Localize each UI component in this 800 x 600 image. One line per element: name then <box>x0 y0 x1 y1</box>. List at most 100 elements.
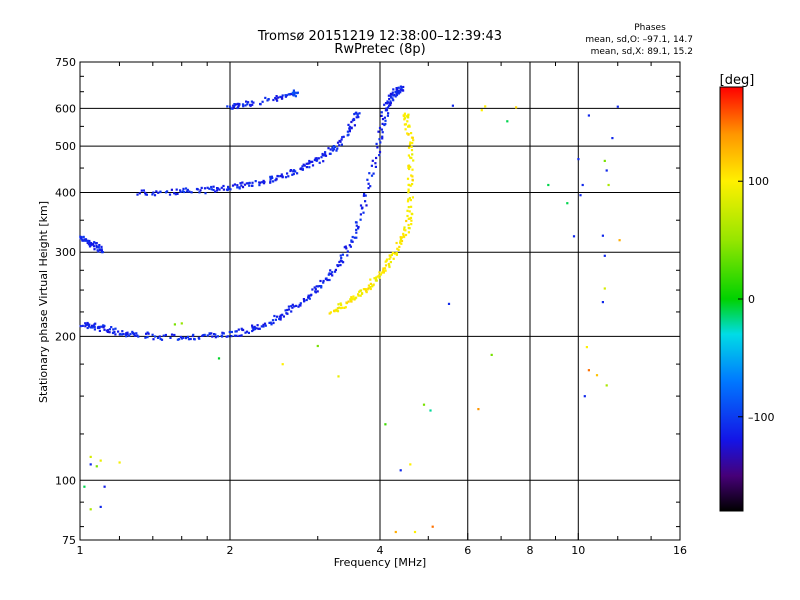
data-point <box>384 269 387 272</box>
data-point <box>238 103 241 106</box>
colorbar-label: [deg] <box>720 73 755 88</box>
chart-subtitle: RwPretec (8p) <box>334 42 425 57</box>
data-point <box>151 333 154 336</box>
stats-heading: Phases <box>634 23 666 33</box>
data-point <box>251 181 254 184</box>
y-tick-label: 600 <box>55 102 76 115</box>
data-point <box>384 122 387 126</box>
data-point <box>270 323 273 326</box>
data-point <box>252 101 255 104</box>
data-point <box>410 145 413 148</box>
data-point <box>182 187 185 190</box>
data-point <box>358 112 361 115</box>
data-point <box>342 135 345 138</box>
data-point <box>254 180 257 183</box>
data-point <box>236 184 239 187</box>
data-point <box>114 333 117 336</box>
data-point <box>190 191 193 194</box>
data-point <box>587 114 590 117</box>
data-point <box>324 154 328 157</box>
data-point <box>339 259 342 262</box>
data-point <box>315 285 318 288</box>
data-point <box>275 315 279 318</box>
data-point <box>296 91 299 94</box>
data-point <box>86 241 89 244</box>
data-point <box>144 193 147 196</box>
data-point <box>579 194 582 197</box>
data-point <box>281 94 284 97</box>
data-point <box>155 190 158 193</box>
data-point <box>381 122 384 125</box>
data-point <box>359 218 362 221</box>
data-point <box>261 181 264 184</box>
data-point <box>412 139 415 142</box>
data-point <box>81 239 84 242</box>
data-point <box>339 302 342 305</box>
data-point <box>159 190 162 194</box>
data-point <box>79 325 82 328</box>
data-point <box>375 142 378 145</box>
data-point <box>166 190 169 193</box>
data-point <box>206 334 209 337</box>
data-point <box>292 89 295 92</box>
data-point <box>180 322 183 325</box>
data-point <box>294 170 297 173</box>
data-point <box>108 328 111 331</box>
data-point <box>290 310 293 313</box>
data-point <box>284 176 288 179</box>
data-point <box>186 335 190 338</box>
data-point <box>103 328 106 331</box>
data-point <box>393 252 396 255</box>
data-point <box>247 101 250 104</box>
data-point <box>100 248 103 251</box>
data-point <box>258 184 261 187</box>
data-point <box>292 91 295 94</box>
data-point <box>170 333 174 336</box>
data-point <box>355 228 358 231</box>
data-point <box>403 117 407 120</box>
chart-title: Tromsø 20151219 12:38:00–12:39:43 <box>257 29 502 44</box>
data-point <box>250 100 253 103</box>
data-point <box>220 186 223 189</box>
data-point <box>216 335 219 338</box>
data-point <box>388 104 391 107</box>
data-point <box>376 275 379 278</box>
data-point <box>480 109 483 112</box>
data-point <box>349 298 352 301</box>
data-point <box>186 188 189 191</box>
data-point <box>332 147 335 151</box>
data-point <box>402 89 405 92</box>
colorbar-tick-label: –100 <box>748 411 775 424</box>
data-point <box>566 202 569 205</box>
data-point <box>329 152 332 155</box>
data-point <box>382 269 385 272</box>
data-point <box>248 181 251 184</box>
data-point <box>199 189 202 192</box>
data-point <box>308 166 311 169</box>
data-point <box>374 162 377 165</box>
data-point <box>264 324 267 327</box>
data-point <box>369 278 372 281</box>
data-point <box>378 154 381 157</box>
data-point <box>380 111 383 114</box>
data-point <box>411 213 414 216</box>
data-point <box>274 318 277 321</box>
data-point <box>407 223 410 227</box>
data-point <box>373 277 376 280</box>
data-point <box>230 335 233 338</box>
data-point <box>113 330 116 333</box>
y-tick-label: 400 <box>55 186 76 199</box>
data-point <box>357 225 360 229</box>
data-point <box>335 149 338 152</box>
data-point <box>251 103 254 106</box>
data-point <box>336 264 339 267</box>
data-point <box>406 177 410 180</box>
data-point <box>131 332 135 335</box>
data-point <box>405 219 408 223</box>
data-point <box>302 298 305 301</box>
data-point <box>263 322 267 325</box>
data-point <box>413 530 417 534</box>
data-point <box>257 327 260 330</box>
data-point <box>226 105 229 108</box>
data-point <box>169 336 172 339</box>
